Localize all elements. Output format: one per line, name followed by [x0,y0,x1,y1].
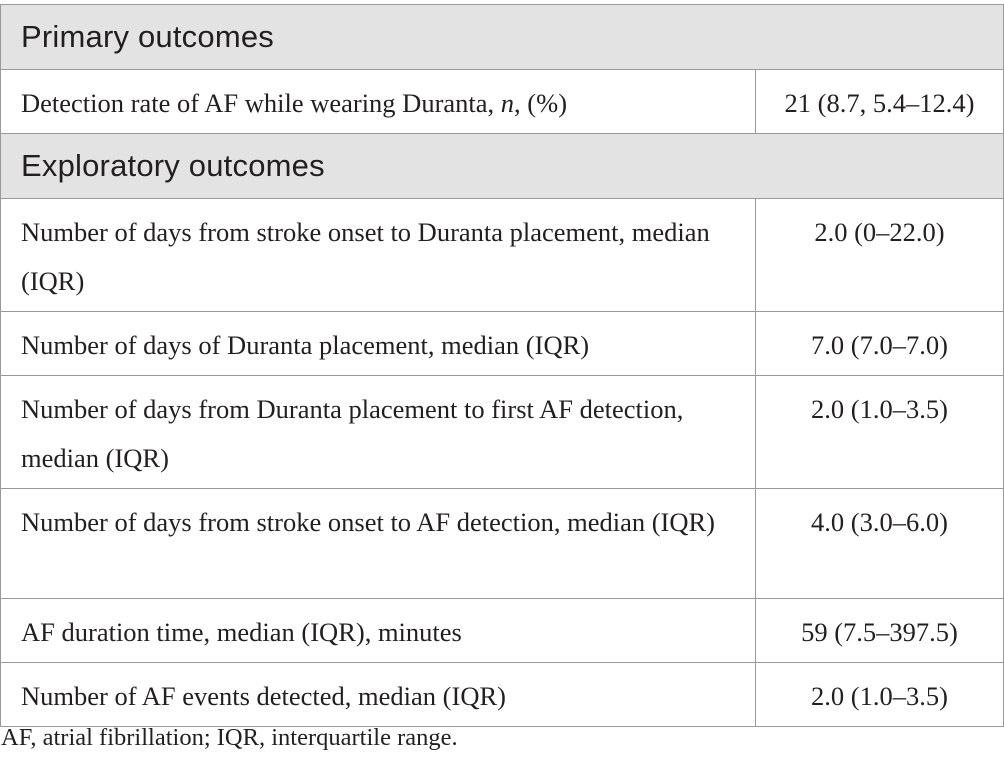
table-row: Number of days of Duranta placement, med… [0,311,1004,376]
table-row: Number of days from stroke onset to AF d… [0,488,1004,599]
row-value: 7.0 (7.0–7.0) [755,311,1004,376]
row-label-text: Detection rate of AF while wearing Duran… [21,88,501,118]
section-title: Primary outcomes [0,4,1004,70]
row-label: Number of AF events detected, median (IQ… [0,662,756,727]
table-row: Number of AF events detected, median (IQ… [0,662,1004,727]
table-row: AF duration time, median (IQR), minutes … [0,598,1004,663]
row-value: 2.0 (1.0–3.5) [755,662,1004,727]
section-title: Exploratory outcomes [0,133,1004,199]
outcomes-table: Primary outcomes Detection rate of AF wh… [0,4,1004,727]
row-value: 2.0 (1.0–3.5) [755,375,1004,489]
row-label: AF duration time, median (IQR), minutes [0,598,756,663]
row-value: 4.0 (3.0–6.0) [755,488,1004,599]
row-label: Detection rate of AF while wearing Duran… [0,69,756,134]
table-row: Detection rate of AF while wearing Duran… [0,69,1004,134]
row-label: Number of days of Duranta placement, med… [0,311,756,376]
table-footnote: AF, atrial fibrillation; IQR, interquart… [1,724,458,751]
row-label: Number of days from stroke onset to AF d… [0,488,756,599]
table-row: Number of days from stroke onset to Dura… [0,198,1004,312]
row-label-italic: n [500,88,515,118]
section-header-primary-outcomes: Primary outcomes [0,4,1004,70]
row-value: 21 (8.7, 5.4–12.4) [755,69,1004,134]
table-row: Number of days from Duranta placement to… [0,375,1004,489]
section-header-exploratory-outcomes: Exploratory outcomes [0,133,1004,199]
row-label: Number of days from stroke onset to Dura… [0,198,756,312]
row-label-suffix: , (%) [514,88,568,118]
row-value: 59 (7.5–397.5) [755,598,1004,663]
row-value: 2.0 (0–22.0) [755,198,1004,312]
row-label: Number of days from Duranta placement to… [0,375,756,489]
